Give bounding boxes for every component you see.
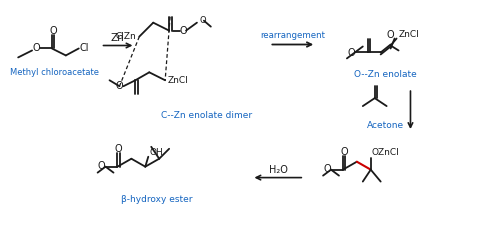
- Text: O: O: [32, 43, 40, 54]
- Text: O: O: [98, 161, 106, 171]
- Text: O: O: [116, 81, 123, 91]
- Text: β-hydroxy ester: β-hydroxy ester: [121, 195, 193, 204]
- Text: H₂O: H₂O: [269, 165, 288, 175]
- Text: Zn: Zn: [110, 32, 124, 43]
- Text: ZnCl: ZnCl: [398, 30, 420, 39]
- Text: O--Zn enolate: O--Zn enolate: [354, 70, 417, 79]
- Text: OZnCl: OZnCl: [372, 148, 399, 157]
- Text: Methyl chloroacetate: Methyl chloroacetate: [11, 68, 99, 77]
- Text: rearrangement: rearrangement: [260, 31, 325, 40]
- Text: O: O: [49, 26, 57, 36]
- Text: O: O: [387, 30, 395, 40]
- Text: C--Zn enolate dimer: C--Zn enolate dimer: [161, 110, 252, 119]
- Text: Acetone: Acetone: [367, 121, 404, 130]
- Text: O: O: [115, 144, 122, 154]
- Text: ZnCl: ZnCl: [167, 76, 188, 85]
- Text: O: O: [347, 48, 355, 59]
- Text: OH: OH: [149, 148, 163, 157]
- Text: O: O: [200, 16, 206, 25]
- Text: ClZn: ClZn: [116, 32, 136, 41]
- Text: Cl: Cl: [80, 43, 89, 54]
- Text: O: O: [323, 164, 331, 174]
- Text: O: O: [179, 26, 187, 36]
- Text: O: O: [340, 147, 348, 157]
